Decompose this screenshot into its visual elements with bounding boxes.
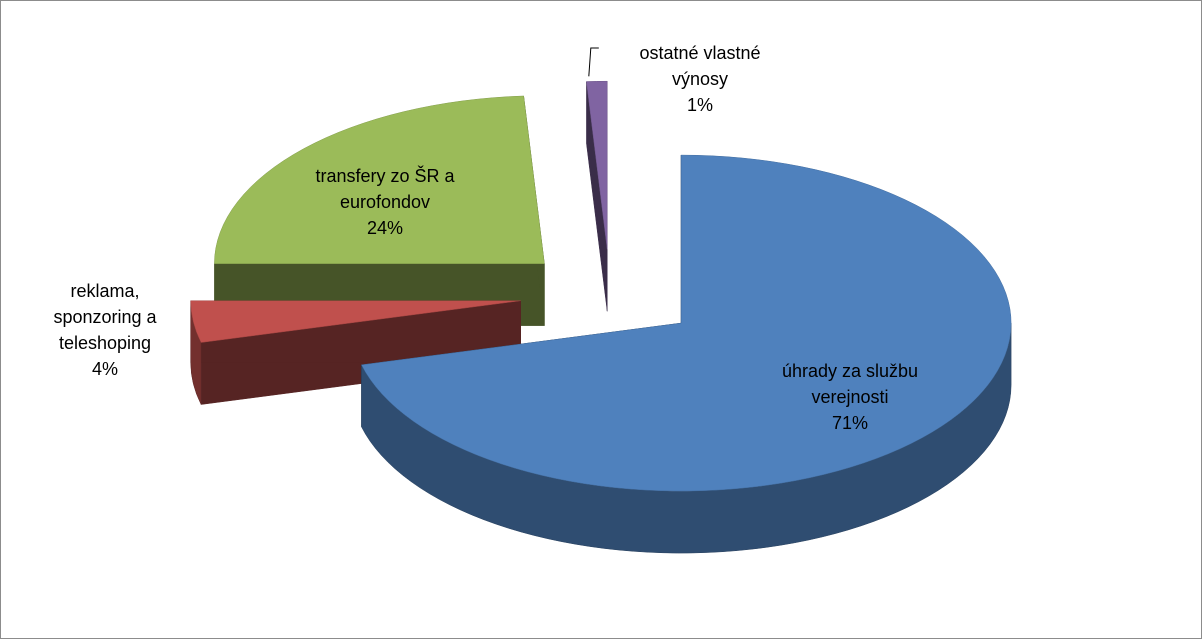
value-label: 24% [366, 218, 404, 238]
data-label: úhrady za službu verejnosti 71% [765, 358, 935, 436]
slice [361, 154, 1012, 492]
value-label: 71% [831, 413, 869, 433]
data-label: reklama, sponzoring a teleshoping 4% [45, 278, 165, 382]
slice [214, 95, 545, 264]
leader-line [588, 47, 599, 77]
category-label: transfery zo ŠR a eurofondov [315, 166, 455, 212]
slice [586, 80, 608, 250]
category-label: ostatné vlastné výnosy [639, 43, 761, 89]
data-label: ostatné vlastné výnosy 1% [615, 40, 785, 118]
value-label: 4% [91, 359, 118, 379]
category-label: reklama, sponzoring a teleshoping [53, 281, 157, 353]
category-label: úhrady za službu verejnosti [781, 361, 919, 407]
data-label: transfery zo ŠR a eurofondov 24% [285, 163, 485, 241]
value-label: 1% [686, 95, 713, 115]
slice [190, 300, 521, 343]
